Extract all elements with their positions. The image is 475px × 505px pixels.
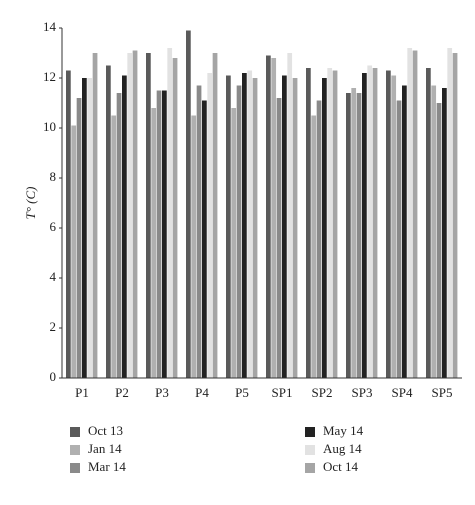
bar xyxy=(92,53,98,378)
bar xyxy=(146,53,151,378)
legend-label: Aug 14 xyxy=(323,441,362,456)
legend-label: May 14 xyxy=(323,423,364,438)
y-tick-label: 4 xyxy=(50,269,57,284)
bar xyxy=(127,53,133,378)
bar xyxy=(412,50,418,378)
x-tick-label: P3 xyxy=(155,385,169,400)
y-tick-label: 12 xyxy=(43,69,56,84)
y-tick-label: 6 xyxy=(50,219,57,234)
bar xyxy=(346,93,351,378)
bar xyxy=(202,100,207,378)
x-tick-label: SP1 xyxy=(272,385,293,400)
bar xyxy=(122,75,127,378)
bar xyxy=(282,75,287,378)
bar xyxy=(266,55,271,378)
bar xyxy=(332,70,338,378)
bar xyxy=(426,68,431,378)
bar xyxy=(66,70,71,378)
legend-label: Jan 14 xyxy=(88,441,122,456)
bar xyxy=(167,48,173,378)
bar xyxy=(452,53,458,378)
bar xyxy=(367,65,373,378)
bar xyxy=(391,75,397,378)
bar xyxy=(402,85,407,378)
bar xyxy=(162,90,167,378)
bar xyxy=(351,88,357,378)
bar xyxy=(431,85,437,378)
x-tick-label: P2 xyxy=(115,385,129,400)
bar xyxy=(186,30,191,378)
bar xyxy=(396,100,402,378)
bar xyxy=(82,78,87,378)
y-tick-label: 10 xyxy=(43,119,56,134)
bar xyxy=(87,78,93,378)
x-tick-label: SP5 xyxy=(432,385,453,400)
bar xyxy=(356,93,362,378)
bar xyxy=(386,70,391,378)
bar xyxy=(172,58,178,378)
legend-swatch xyxy=(305,427,315,437)
y-tick-label: 14 xyxy=(43,19,57,34)
bar xyxy=(442,88,447,378)
bar xyxy=(276,98,282,378)
bar xyxy=(407,48,413,378)
y-tick-label: 0 xyxy=(50,369,57,384)
bar xyxy=(116,93,122,378)
x-tick-label: P5 xyxy=(235,385,249,400)
legend-swatch xyxy=(70,445,80,455)
bar xyxy=(362,73,367,378)
bar xyxy=(316,100,322,378)
legend-swatch xyxy=(305,445,315,455)
bar xyxy=(306,68,311,378)
bar xyxy=(247,70,253,378)
bar xyxy=(212,53,218,378)
legend-swatch xyxy=(70,427,80,437)
legend-swatch xyxy=(70,463,80,473)
bar xyxy=(242,73,247,378)
legend-label: Mar 14 xyxy=(88,459,126,474)
bar xyxy=(327,68,333,378)
bar xyxy=(252,78,258,378)
bar xyxy=(287,53,293,378)
bar xyxy=(231,108,237,378)
bar xyxy=(132,50,138,378)
x-tick-label: P1 xyxy=(75,385,89,400)
bar xyxy=(372,68,378,378)
y-tick-label: 2 xyxy=(50,319,57,334)
bar xyxy=(151,108,157,378)
bar xyxy=(156,90,162,378)
x-tick-label: SP3 xyxy=(352,385,373,400)
bar xyxy=(271,58,277,378)
x-tick-label: SP2 xyxy=(312,385,333,400)
bar xyxy=(436,103,442,378)
legend-swatch xyxy=(305,463,315,473)
bar xyxy=(196,85,202,378)
bar xyxy=(191,115,197,378)
bar xyxy=(236,85,242,378)
bar xyxy=(226,75,231,378)
bar xyxy=(71,125,77,378)
bar xyxy=(111,115,117,378)
bar xyxy=(311,115,317,378)
bar xyxy=(207,73,213,378)
bar xyxy=(76,98,82,378)
y-axis-label: T° (C) xyxy=(23,186,38,219)
bar xyxy=(322,78,327,378)
x-tick-label: P4 xyxy=(195,385,209,400)
bar xyxy=(447,48,453,378)
bar xyxy=(292,78,298,378)
legend-label: Oct 14 xyxy=(323,459,359,474)
y-tick-label: 8 xyxy=(50,169,57,184)
bar xyxy=(106,65,111,378)
x-tick-label: SP4 xyxy=(392,385,413,400)
legend-label: Oct 13 xyxy=(88,423,123,438)
